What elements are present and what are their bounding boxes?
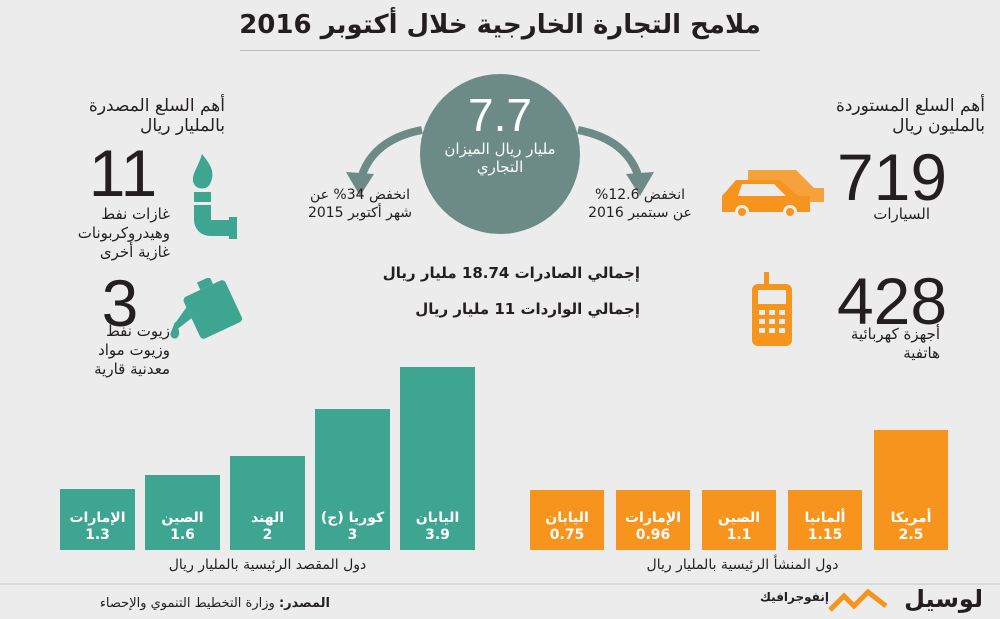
bar-value-label: 1.1 bbox=[726, 527, 752, 543]
import-label-phones: أجهزة كهربائية هاتفية bbox=[800, 325, 940, 363]
bar-5: اليابان 3.9 bbox=[400, 366, 475, 550]
bar-category-label: الهند bbox=[250, 510, 285, 526]
export-label-gas-line3: غازية أخرى bbox=[99, 243, 170, 261]
trade-balance-circle: 7.7 مليار ريال الميزان التجاري bbox=[420, 74, 580, 234]
bar-3: الهند 2 bbox=[230, 456, 305, 550]
export-label-oil: زيوت نفط وزيوت مواد معدنية قارية bbox=[40, 322, 170, 379]
title-divider bbox=[240, 50, 760, 51]
trade-balance-label-line2: التجاري bbox=[476, 158, 524, 176]
imports-heading-line2: بالمليون ريال bbox=[892, 116, 985, 136]
bar-4: ألمانيا 1.15 bbox=[788, 490, 862, 550]
bar-value-label: 2 bbox=[262, 527, 273, 543]
origin-chart-caption: دول المنشأ الرئيسية بالمليار ريال bbox=[646, 557, 839, 573]
bar-labels: الصين 1.1 bbox=[702, 510, 776, 544]
export-label-oil-line1: زيوت نفط bbox=[105, 322, 170, 340]
export-label-gas-line2: وهيدروكربونات bbox=[77, 224, 170, 242]
export-value-oil: 3 bbox=[101, 266, 139, 340]
bar-labels: اليابان 3.9 bbox=[400, 510, 475, 544]
total-exports: إجمالي الصادرات 18.74 مليار ريال bbox=[382, 264, 640, 282]
total-imports: إجمالي الواردات 11 مليار ريال bbox=[415, 300, 640, 318]
bar-category-label: كوريا (ج) bbox=[320, 510, 385, 526]
change-vs-sep2016-line2: عن سبتمبر 2016 bbox=[588, 205, 692, 221]
brand-logo: لوسيل bbox=[904, 585, 983, 613]
bar-labels: اليابان 0.75 bbox=[530, 510, 604, 544]
bar-1: اليابان 0.75 bbox=[530, 490, 604, 550]
bar-value-label: 1.3 bbox=[85, 526, 110, 543]
import-label-phones-line2: هاتفية bbox=[903, 344, 940, 362]
bar-category-label: اليابان bbox=[545, 510, 589, 526]
source-text: وزارة التخطيط التنموي والإحصاء bbox=[99, 596, 275, 611]
change-vs-sep2016-line1: انخفض 12.6% bbox=[595, 187, 685, 203]
phone-icon bbox=[752, 272, 792, 346]
exports-heading: أهم السلع المصدرة بالمليار ريال bbox=[20, 96, 225, 136]
origin-countries-chart: اليابان 0.75 الإمارات 0.96 الصين 1.1 ألمانيا 1.… bbox=[530, 350, 955, 550]
bar-category-label: اليابان bbox=[415, 509, 460, 526]
footer-divider bbox=[0, 583, 1000, 585]
bar-value-label: 0.96 bbox=[635, 527, 671, 543]
exports-heading-line1: أهم السلع المصدرة bbox=[88, 96, 225, 116]
bar-4: كوريا (ج) 3 bbox=[315, 409, 390, 550]
bar-category-label: الإمارات bbox=[69, 509, 126, 526]
imports-heading: أهم السلع المستوردة بالمليون ريال bbox=[760, 96, 985, 136]
bar-labels: أمريكا 2.5 bbox=[874, 510, 948, 544]
change-vs-oct2015-line1: انخفض 34% عن bbox=[309, 187, 411, 203]
export-label-oil-line2: وزيوت مواد bbox=[98, 341, 170, 359]
bar-labels: ألمانيا 1.15 bbox=[788, 510, 862, 544]
export-value-gas: 11 bbox=[88, 136, 158, 210]
bar-category-label: الصين bbox=[161, 509, 204, 526]
bar-category-label: الصين bbox=[717, 510, 761, 526]
bar-labels: الهند 2 bbox=[230, 510, 305, 544]
source-label: المصدر: bbox=[278, 596, 330, 611]
brand-zigzag-icon bbox=[828, 588, 888, 612]
export-label-oil-line3: معدنية قارية bbox=[94, 360, 170, 378]
balance-arrows bbox=[346, 126, 654, 196]
bar-value-label: 2.5 bbox=[898, 527, 924, 543]
trade-balance-label-line1: مليار ريال الميزان bbox=[444, 140, 556, 158]
exports-heading-line2: بالمليار ريال bbox=[140, 116, 225, 136]
bar-labels: الإمارات 0.96 bbox=[616, 510, 690, 544]
bar-1: الإمارات 1.3 bbox=[60, 488, 135, 550]
bar-3: الصين 1.1 bbox=[702, 490, 776, 550]
trade-balance-value: 7.7 bbox=[468, 89, 532, 141]
import-value-phones: 428 bbox=[836, 264, 948, 338]
bar-value-label: 3 bbox=[347, 527, 358, 543]
change-vs-oct2015-line2: شهر أكتوبر 2015 bbox=[307, 205, 413, 221]
bar-2: الإمارات 0.96 bbox=[616, 490, 690, 550]
page-title: ملامح التجارة الخارجية خلال أكتوبر 2016 bbox=[239, 10, 761, 40]
import-label-cars: السيارات bbox=[820, 205, 930, 224]
destination-countries-chart: الإمارات 1.3 الصين 1.6 الهند 2 كوريا (ج) 3 الياب… bbox=[60, 350, 475, 550]
import-value-cars: 719 bbox=[836, 140, 948, 214]
export-label-gas: غازات نفط وهيدروكربونات غازية أخرى bbox=[40, 205, 170, 262]
bar-category-label: الإمارات bbox=[624, 510, 682, 526]
brand-subtitle: إنفوجرافيك bbox=[760, 590, 829, 604]
oil-can-icon bbox=[170, 278, 243, 339]
export-label-gas-line1: غازات نفط bbox=[101, 205, 170, 223]
bar-labels: كوريا (ج) 3 bbox=[315, 510, 390, 544]
bar-2: الصين 1.6 bbox=[145, 474, 220, 550]
bar-value-label: 1.6 bbox=[170, 526, 195, 543]
bar-5: أمريكا 2.5 bbox=[874, 430, 948, 550]
destination-chart-caption: دول المقصد الرئيسية بالمليار ريال bbox=[168, 557, 367, 573]
import-label-phones-line1: أجهزة كهربائية bbox=[850, 325, 940, 343]
change-vs-sep2016: انخفض 12.6% عن سبتمبر 2016 bbox=[565, 186, 715, 222]
source-note: المصدر: وزارة التخطيط التنموي والإحصاء bbox=[30, 596, 330, 611]
bar-category-label: أمريكا bbox=[890, 510, 932, 526]
bar-value-label: 1.15 bbox=[807, 527, 843, 543]
cars-icon bbox=[722, 170, 824, 218]
bar-category-label: ألمانيا bbox=[804, 510, 846, 526]
change-vs-oct2015: انخفض 34% عن شهر أكتوبر 2015 bbox=[285, 186, 435, 222]
bar-labels: الإمارات 1.3 bbox=[60, 510, 135, 544]
gas-torch-icon bbox=[192, 154, 237, 239]
bar-value-label: 3.9 bbox=[425, 526, 450, 543]
import-label-cars-line1: السيارات bbox=[873, 205, 930, 223]
bar-labels: الصين 1.6 bbox=[145, 510, 220, 544]
imports-heading-line1: أهم السلع المستوردة bbox=[835, 96, 985, 116]
bar-value-label: 0.75 bbox=[549, 527, 585, 543]
